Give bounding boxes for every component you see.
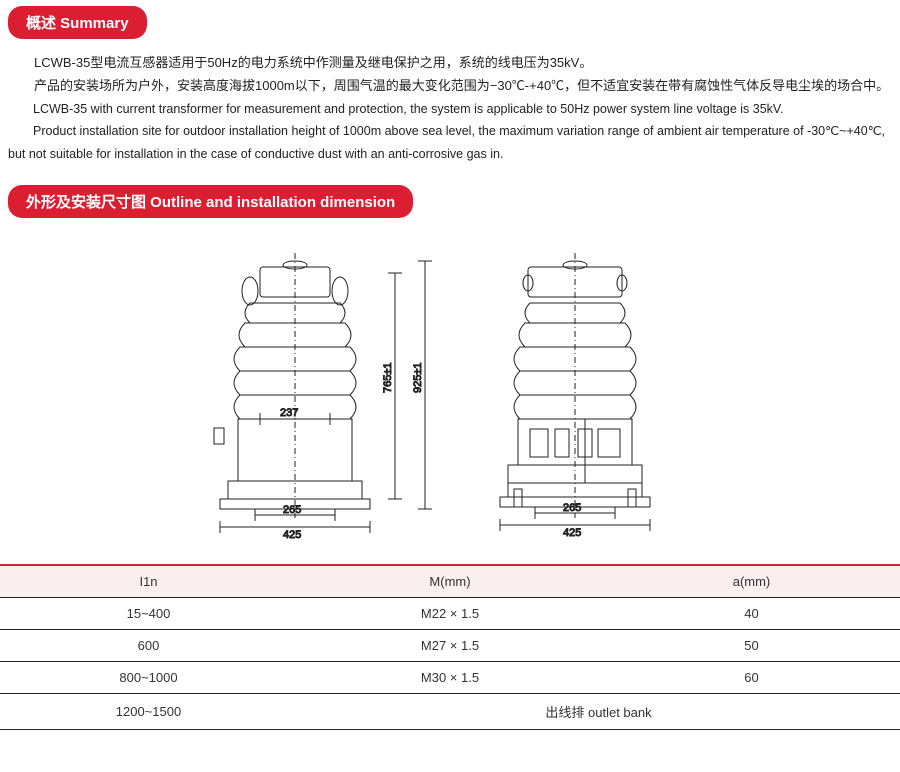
table-row: 600 M27 × 1.5 50 [0,630,900,662]
dim-765: 765±1 [382,363,394,394]
table-cell: 50 [603,630,900,662]
dim-925: 925±1 [412,363,424,394]
summary-text: LCWB-35型电流互感器适用于50Hz的电力系统中作测量及继电保护之用，系统的… [0,51,900,179]
dim-425-r: 425 [563,527,581,539]
table-cell: 60 [603,662,900,694]
table-cell: M30 × 1.5 [297,662,603,694]
table-header: I1n [0,565,297,598]
summary-badge: 概述 Summary [8,6,147,39]
summary-zh-2: 产品的安装场所为户外，安装高度海拔1000m以下，周围气温的最大变化范围为−30… [8,74,892,97]
table-cell: 15~400 [0,598,297,630]
dim-265-r: 265 [563,502,581,514]
table-header-row: I1n M(mm) a(mm) [0,565,900,598]
table-row: 1200~1500 出线排 outlet bank [0,694,900,730]
dim-265-l: 265 [283,504,301,516]
table-cell: M27 × 1.5 [297,630,603,662]
diagram-svg: 237 265 425 765±1 925±1 [170,243,730,543]
spec-table: I1n M(mm) a(mm) 15~400 M22 × 1.5 40 600 … [0,564,900,730]
summary-zh-1: LCWB-35型电流互感器适用于50Hz的电力系统中作测量及继电保护之用，系统的… [8,51,892,74]
dim-425-l: 425 [283,529,301,541]
table-cell: 40 [603,598,900,630]
summary-en-2: Product installation site for outdoor in… [8,120,892,165]
table-cell: 出线排 outlet bank [297,694,900,730]
table-cell: 600 [0,630,297,662]
table-cell: 800~1000 [0,662,297,694]
table-cell: 1200~1500 [0,694,297,730]
table-row: 15~400 M22 × 1.5 40 [0,598,900,630]
table-row: 800~1000 M30 × 1.5 60 [0,662,900,694]
outline-badge: 外形及安装尺寸图 Outline and installation dimens… [8,185,413,218]
summary-en-1: LCWB-35 with current transformer for mea… [8,98,892,121]
table-cell: M22 × 1.5 [297,598,603,630]
dim-237: 237 [280,407,298,419]
table-header: M(mm) [297,565,603,598]
table-header: a(mm) [603,565,900,598]
outline-diagram: 237 265 425 765±1 925±1 [0,238,900,548]
